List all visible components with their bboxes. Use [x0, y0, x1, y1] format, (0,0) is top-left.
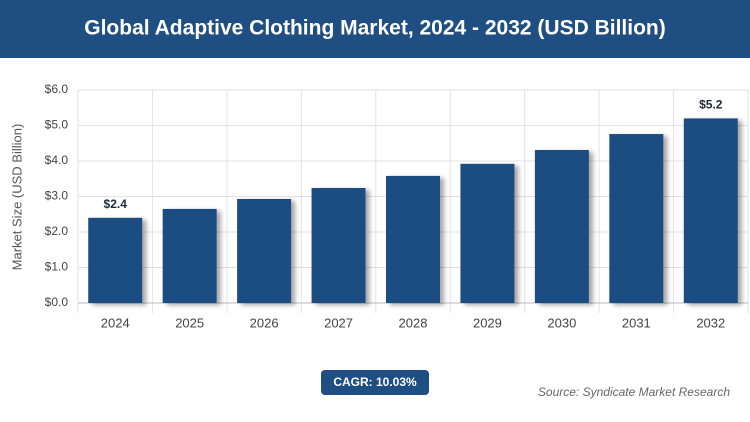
y-tick-label: $4.0	[45, 153, 69, 167]
y-tick-label: $6.0	[45, 82, 69, 96]
bar	[162, 208, 217, 303]
bar	[88, 217, 143, 303]
chart-title: Global Adaptive Clothing Market, 2024 - …	[84, 17, 666, 40]
bar	[237, 198, 292, 303]
bar	[311, 187, 366, 303]
data-label: $5.2	[699, 98, 723, 112]
cagr-text: CAGR: 10.03%	[333, 375, 417, 389]
y-tick-label: $3.0	[45, 189, 69, 203]
x-tick-label: 2032	[696, 315, 725, 330]
bar	[683, 118, 738, 304]
x-tick-label: 2025	[175, 315, 204, 330]
y-tick-label: $5.0	[45, 118, 69, 132]
x-tick-label: 2028	[399, 315, 428, 330]
x-tick-label: 2024	[101, 315, 130, 330]
bar	[609, 134, 664, 303]
cagr-badge	[321, 370, 429, 395]
bar	[460, 163, 515, 303]
x-tick-label: 2029	[473, 315, 502, 330]
bar	[534, 149, 589, 303]
bar	[386, 175, 440, 303]
y-tick-label: $0.0	[45, 295, 69, 309]
y-axis-label: Market Size (USD Billion)	[9, 124, 24, 271]
x-tick-label: 2026	[250, 315, 279, 330]
x-tick-label: 2030	[547, 315, 576, 330]
source-note: Source: Syndicate Market Research	[538, 385, 730, 399]
x-tick-label: 2027	[324, 315, 353, 330]
x-tick-label: 2031	[622, 315, 651, 330]
y-tick-label: $2.0	[45, 224, 69, 238]
data-label: $2.4	[104, 197, 128, 211]
y-tick-label: $1.0	[45, 260, 69, 274]
header-band	[0, 0, 750, 58]
